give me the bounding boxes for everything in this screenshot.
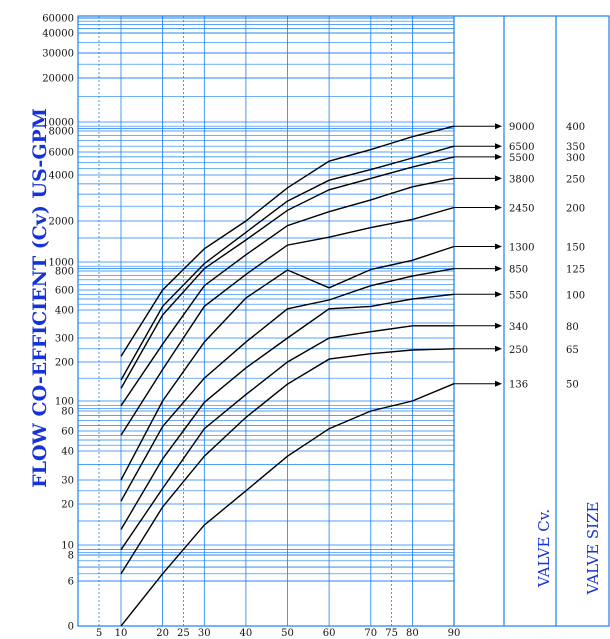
arrow-head: [495, 153, 502, 160]
valve-cv-label: 550: [509, 290, 528, 301]
y-tick-label: 30000: [42, 49, 74, 60]
series-line: [120, 125, 455, 357]
y-tick-label: 6: [68, 577, 74, 588]
x-tick-label: 80: [406, 628, 419, 639]
y-tick-label: 20000: [42, 74, 74, 85]
arrow-head: [495, 143, 502, 150]
grid: [77, 15, 610, 627]
valve-cv-title: VALVE Cv.: [535, 509, 553, 588]
arrow-head: [495, 345, 502, 352]
y-tick-label: 400: [55, 306, 74, 317]
valve-cv-label: 6500: [509, 142, 534, 153]
y-tick-label: 10: [61, 541, 74, 552]
x-tick-label: 30: [198, 628, 211, 639]
y-tick-label: 60000: [42, 14, 74, 25]
y-tick-label: 300: [55, 334, 74, 345]
x-tick-label: 40: [240, 628, 253, 639]
labels: 0681020304060801002003004006008001000200…: [42, 14, 585, 639]
y-tick-label: 80: [61, 407, 74, 418]
series-line: [120, 267, 455, 502]
valve-size-label: 65: [566, 345, 579, 356]
valve-size-title: VALVE SIZE: [584, 502, 602, 596]
y-tick-label: 600: [55, 286, 74, 297]
valve-cv-label: 340: [509, 322, 528, 333]
valve-size-label: 50: [566, 380, 579, 391]
valve-size-label: 200: [566, 204, 585, 215]
y-tick-label: 800: [55, 267, 74, 278]
y-tick-label: 10000: [42, 118, 74, 129]
valve-cv-label: 136: [509, 380, 528, 391]
y-tick-label: 4000: [49, 171, 74, 182]
valve-size-label: 350: [566, 142, 585, 153]
series-line: [120, 145, 455, 381]
y-tick-label: 60: [61, 427, 74, 438]
valve-size-label: 150: [566, 243, 585, 254]
valve-size-label: 125: [566, 265, 585, 276]
arrow-head: [495, 380, 502, 387]
arrow-head: [495, 123, 502, 130]
x-tick-label: 20: [156, 628, 169, 639]
arrow-head: [495, 291, 502, 298]
curves: [120, 123, 502, 627]
series-line: [120, 156, 455, 389]
series-line: [120, 206, 455, 436]
x-tick-label: 5: [96, 628, 102, 639]
y-tick-label: 100: [55, 397, 74, 408]
arrow-head: [495, 243, 502, 250]
valve-size-label: 250: [566, 174, 585, 185]
valve-size-label: 100: [566, 290, 585, 301]
valve-size-label: 400: [566, 122, 585, 133]
y-tick-label: 0: [68, 622, 74, 633]
valve-cv-label: 3800: [509, 174, 534, 185]
series-line: [120, 325, 454, 551]
x-tick-label: 10: [115, 628, 128, 639]
valve-cv-label: 9000: [509, 122, 534, 133]
x-tick-label: 70: [364, 628, 377, 639]
valve-size-label: 300: [566, 153, 585, 164]
series-line: [120, 245, 455, 481]
series-line: [120, 293, 455, 530]
arrow-head: [495, 204, 502, 211]
series-line: [120, 348, 455, 575]
x-tick-label: 60: [323, 628, 336, 639]
y-tick-label: 40: [61, 447, 74, 458]
y-tick-label: 2000: [49, 217, 74, 228]
valve-cv-label: 2450: [509, 204, 534, 215]
y-tick-label: 200: [55, 358, 74, 369]
y-tick-label: 1000: [49, 258, 74, 269]
x-tick-label: 25: [177, 628, 190, 639]
arrow-head: [495, 265, 502, 272]
valve-cv-label: 250: [509, 345, 528, 356]
arrow-head: [495, 175, 502, 182]
arrow-head: [495, 322, 502, 329]
y-tick-label: 8: [68, 551, 74, 562]
x-tick-label: 75: [385, 628, 398, 639]
x-tick-label: 50: [281, 628, 294, 639]
y-tick-label: 20: [61, 500, 74, 511]
plot-frame: [77, 15, 610, 627]
y-tick-label: 30: [61, 476, 74, 487]
valve-size-label: 80: [566, 322, 579, 333]
y-tick-label: 8000: [49, 127, 74, 138]
y-tick-label: 6000: [49, 148, 74, 159]
x-tick-label: 90: [448, 628, 461, 639]
valve-cv-label: 1300: [509, 243, 534, 254]
series-line: [120, 383, 455, 627]
y-tick-label: 40000: [42, 29, 74, 40]
valve-cv-label: 850: [509, 265, 528, 276]
valve-cv-label: 5500: [509, 153, 534, 164]
y-axis-title: FLOW CO-EFFICIENT (Cv) US-GPM: [29, 108, 51, 488]
series-line: [120, 177, 455, 407]
